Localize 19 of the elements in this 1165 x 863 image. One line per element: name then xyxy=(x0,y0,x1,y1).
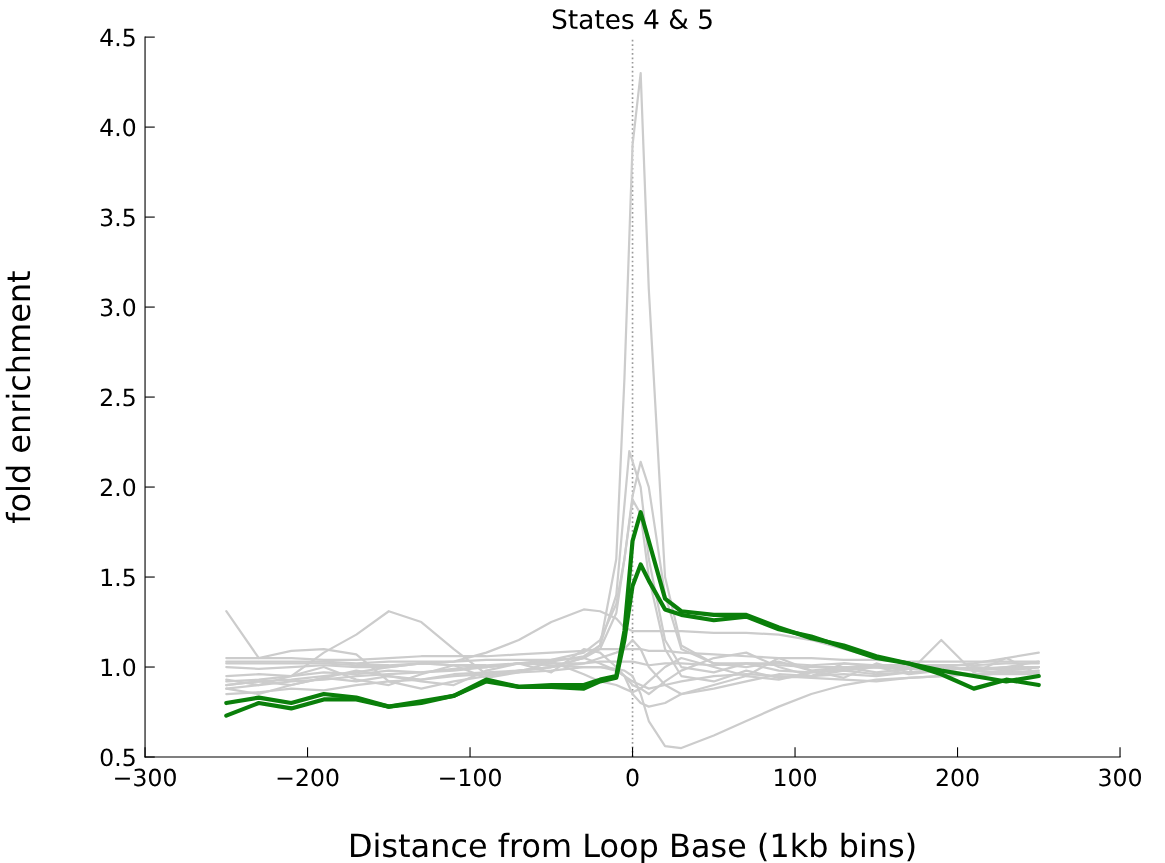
y-tick-label: 1.5 xyxy=(101,568,135,587)
y-tick-label: 3.0 xyxy=(100,298,136,317)
y-tick-label: 2.0 xyxy=(100,478,136,497)
x-axis-title: Distance from Loop Base (1kb bins) xyxy=(351,832,915,863)
x-tick-label: 0 xyxy=(626,768,639,787)
y-tick-label: 4.0 xyxy=(100,118,136,137)
y-tick-label: 1.0 xyxy=(101,658,136,677)
y-tick-label: 3.5 xyxy=(100,208,135,227)
y-axis-title: fold enrichment xyxy=(5,271,31,524)
x-tick-label: 100 xyxy=(775,768,816,787)
chart-title: States 4 & 5 xyxy=(552,9,712,30)
x-tick-label: −100 xyxy=(440,768,501,787)
y-tick-label: 0.5 xyxy=(100,748,135,767)
x-tick-label: −300 xyxy=(115,768,176,787)
x-tick-label: 200 xyxy=(936,768,979,787)
y-tick-label: 2.5 xyxy=(100,388,135,407)
y-tick-label: 4.5 xyxy=(100,28,135,47)
x-tick-label: 300 xyxy=(1099,768,1141,787)
x-tick-label: −200 xyxy=(277,768,339,787)
